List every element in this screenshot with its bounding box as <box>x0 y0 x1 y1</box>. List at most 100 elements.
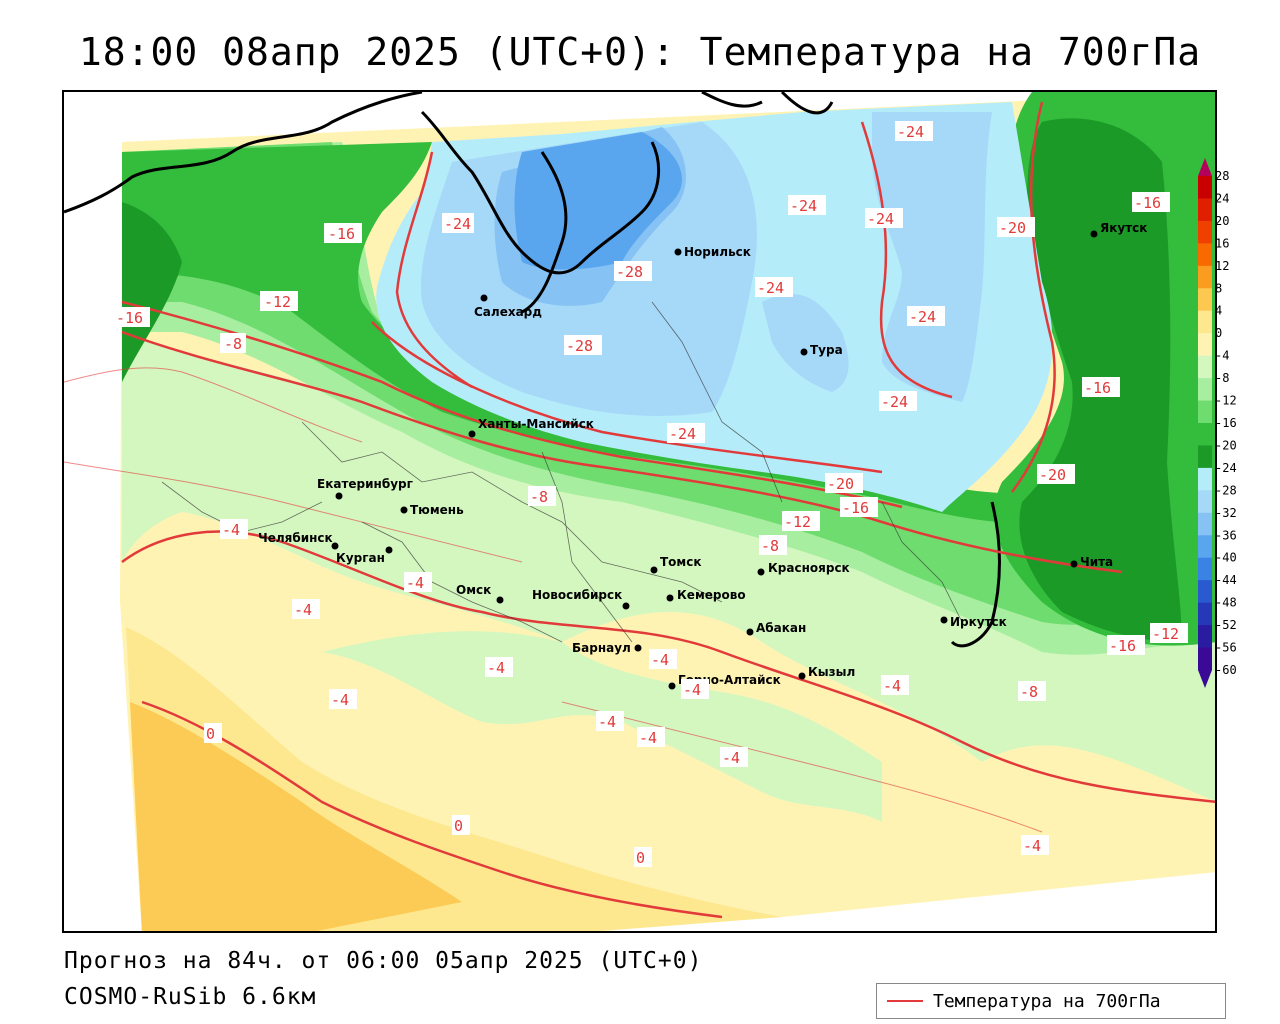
city-label: Ханты-Мансийск <box>478 417 594 431</box>
city-label: Кызыл <box>808 665 855 679</box>
scale-tick-label: -8 <box>1215 371 1229 385</box>
dark-green-west-core <box>122 156 333 362</box>
isotherm-label: -12 <box>1152 625 1179 643</box>
scale-swatch <box>1198 400 1212 424</box>
city-label: Курган <box>336 551 385 565</box>
scale-tick-label: -32 <box>1215 506 1237 520</box>
scale-swatch <box>1198 602 1212 626</box>
isotherm-label: -16 <box>1084 379 1111 397</box>
city-label: Тюмень <box>410 503 464 517</box>
light-green-zone <box>122 332 1215 802</box>
isotherm-label: -4 <box>598 713 616 731</box>
scale-swatch <box>1198 310 1212 334</box>
isotherm-label: -4 <box>683 681 701 699</box>
city-label: Новосибирск <box>532 588 622 602</box>
city-ekaterinburg: Екатеринбург <box>317 477 413 500</box>
isotherm-label: -4 <box>487 659 505 677</box>
isotherm-label: -4 <box>331 691 349 709</box>
city-omsk: Омск <box>456 583 504 604</box>
legend-line-label: Температура на 700гПа <box>933 990 1161 1012</box>
isotherm-label: -4 <box>639 729 657 747</box>
city-abakan: Абакан <box>746 621 806 636</box>
isotherm-label: -20 <box>999 219 1026 237</box>
scale-arrow-bottom <box>1198 670 1212 688</box>
scale-tick-label: 4 <box>1215 304 1222 318</box>
scale-swatch <box>1198 625 1212 649</box>
scale-tick-label: -36 <box>1215 528 1237 542</box>
scale-swatch <box>1198 265 1212 289</box>
city-chelyabinsk: Челябинск <box>258 531 339 550</box>
scale-tick-label: 12 <box>1215 259 1229 273</box>
scale-swatch <box>1198 288 1212 312</box>
city-barnaul: Барнаул <box>572 641 642 655</box>
city-label: Салехард <box>474 305 542 319</box>
scale-swatch <box>1198 243 1212 267</box>
line-legend: Температура на 700гПа <box>876 983 1226 1019</box>
coldest-core <box>514 132 682 270</box>
isotherm-label: -4 <box>1023 837 1041 855</box>
map-title: 18:00 08апр 2025 (UTC+0): Температура на… <box>78 30 1202 74</box>
isotherm-label: -24 <box>897 123 924 141</box>
city-kurgan: Курган <box>336 546 393 565</box>
legend-line-swatch <box>887 1000 923 1002</box>
city-yakutsk: Якутск <box>1090 221 1147 238</box>
scale-tick-label: -44 <box>1215 573 1237 587</box>
isotherm-label: -8 <box>761 537 779 555</box>
scale-tick-label: -12 <box>1215 394 1237 408</box>
city-label: Кемерово <box>677 588 746 602</box>
scale-tick-label: -4 <box>1215 349 1229 363</box>
scale-swatch <box>1198 198 1212 222</box>
isotherm-label: -28 <box>566 337 593 355</box>
scale-swatch <box>1198 490 1212 514</box>
scale-swatch <box>1198 423 1212 446</box>
light-green-zone-2 <box>322 631 882 822</box>
scale-swatch <box>1198 445 1212 469</box>
city-label: Иркутск <box>950 615 1007 629</box>
isotherm-label: -16 <box>842 499 869 517</box>
scale-swatch <box>1198 220 1212 244</box>
isotherm-label: 0 <box>454 817 463 835</box>
scale-swatch <box>1198 467 1212 491</box>
isotherm-label: -24 <box>757 279 784 297</box>
scale-tick-label: 8 <box>1215 281 1222 295</box>
city-chita: Чита <box>1070 555 1113 569</box>
scale-tick-label: 20 <box>1215 214 1229 228</box>
scale-tick-label: -24 <box>1215 461 1237 475</box>
city-label: Якутск <box>1100 221 1147 235</box>
scale-tick-label: -52 <box>1215 618 1237 632</box>
city-label: Тура <box>810 343 843 357</box>
city-label: Красноярск <box>768 561 850 575</box>
forecast-info: Прогноз на 84ч. от 06:00 05апр 2025 (UTC… <box>64 948 703 974</box>
scale-swatch <box>1198 512 1212 536</box>
colder-zone-east <box>872 112 992 402</box>
scale-tick-label: -20 <box>1215 438 1237 452</box>
city-novosibirsk: Новосибирск <box>532 588 630 610</box>
scale-tick-label: -56 <box>1215 641 1237 655</box>
color-scale: 28 24 20 16 12 8 4 0 -4 -8 -12 -16 -20 -24 -28 -32 -36 -4… <box>1198 158 1237 688</box>
isotherm-label: -8 <box>530 488 548 506</box>
isotherm-label: -12 <box>264 293 291 311</box>
scale-tick-label: -40 <box>1215 551 1237 565</box>
city-khanty-mansiysk: Ханты-Мансийск <box>468 417 594 438</box>
city-krasnoyarsk: Красноярск <box>757 561 850 576</box>
isotherm-label: -24 <box>881 393 908 411</box>
scale-swatch <box>1198 557 1212 581</box>
city-label: Норильск <box>684 245 751 259</box>
city-salekhard: Салехард <box>474 294 542 319</box>
city-kemerovo: Кемерово <box>666 588 746 602</box>
isotherm-label: -28 <box>616 263 643 281</box>
isotherm-label: -16 <box>1134 194 1161 212</box>
scale-tick-label: -60 <box>1215 663 1237 677</box>
city-tura: Тура <box>800 343 843 357</box>
model-name: COSMO-RuSib 6.6км <box>64 984 317 1010</box>
isotherm-label: -16 <box>116 309 143 327</box>
isotherm-label: 0 <box>636 849 645 867</box>
scale-tick-label: 28 <box>1215 169 1229 183</box>
city-kyzyl: Кызыл <box>798 665 855 680</box>
isotherm-label: -24 <box>909 308 936 326</box>
city-label: Барнаул <box>572 641 631 655</box>
city-label: Екатеринбург <box>317 477 413 491</box>
city-tomsk: Томск <box>650 555 702 574</box>
isotherm-label: -20 <box>1039 466 1066 484</box>
city-label: Челябинск <box>258 531 333 545</box>
